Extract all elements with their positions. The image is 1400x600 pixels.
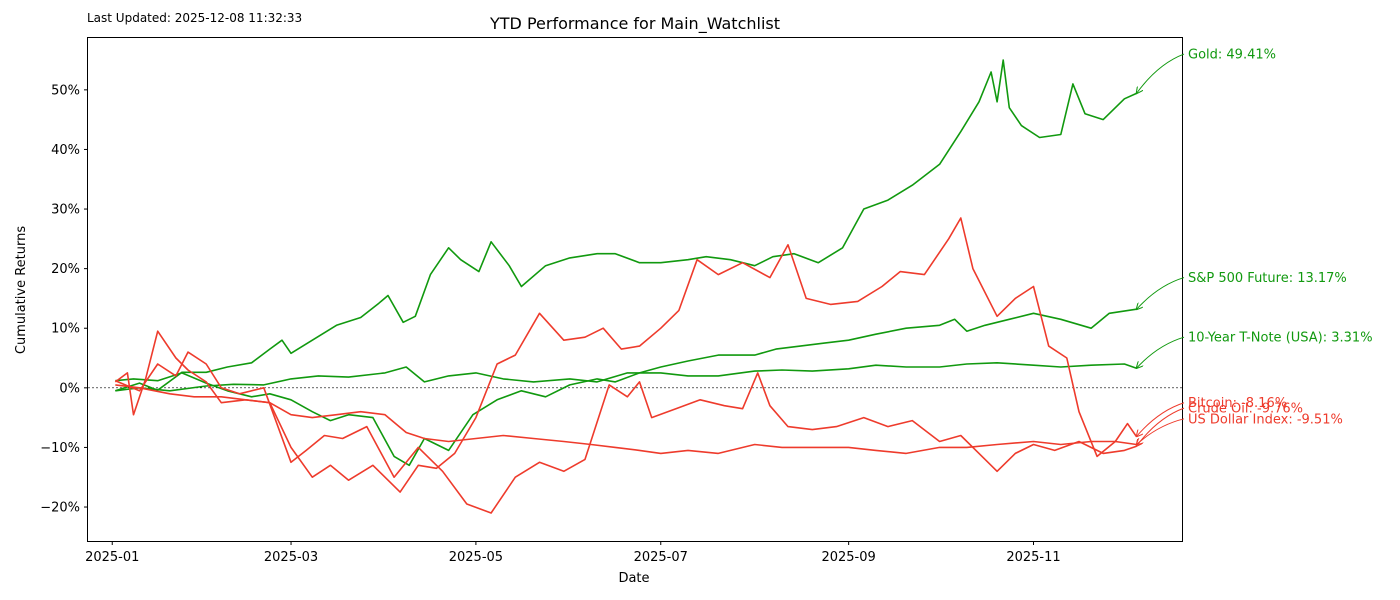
annotation-label-crude-oil: Crude Oil: -9.76%	[1188, 402, 1303, 417]
annotation-label-bitcoin: Bitcoin: -8.16%	[1188, 396, 1287, 411]
y-tick-label: −10%	[40, 441, 80, 456]
chart-title: YTD Performance for Main_Watchlist	[489, 14, 780, 34]
annotation-label-s-p-500-future: S&P 500 Future: 13.17%	[1188, 271, 1347, 286]
x-tick-label: 2025-05	[449, 550, 503, 565]
annotation-arrow-s-p-500-future	[1137, 277, 1185, 310]
series-line-s-p-500-future	[115, 308, 1137, 467]
series-line-gold	[115, 59, 1137, 392]
last-updated-text: Last Updated: 2025-12-08 11:32:33	[87, 11, 303, 25]
y-tick-label: 50%	[51, 83, 80, 98]
x-tick-label: 2025-01	[85, 550, 139, 565]
y-tick-label: 30%	[51, 203, 80, 218]
annotation-arrow-bitcoin	[1137, 402, 1185, 437]
annotation-label-10-year-t-note-usa: 10-Year T-Note (USA): 3.31%	[1188, 331, 1373, 346]
series-line-crude-oil	[114, 351, 1137, 514]
x-axis-label: Date	[618, 571, 649, 586]
annotation-label-us-dollar-index: US Dollar Index: -9.51%	[1188, 412, 1343, 427]
annotation-arrow-10-year-t-note-usa	[1137, 336, 1185, 368]
y-tick-label: 0%	[59, 381, 80, 396]
y-tick-label: 20%	[51, 262, 80, 277]
x-tick-label: 2025-11	[1006, 550, 1060, 565]
y-tick-label: −20%	[40, 501, 80, 516]
x-tick-label: 2025-07	[634, 550, 688, 565]
annotation-arrow-crude-oil	[1137, 407, 1185, 446]
annotation-label-gold: Gold: 49.41%	[1188, 48, 1276, 63]
annotation-arrow-gold	[1137, 53, 1185, 93]
series-line-us-dollar-index	[115, 384, 1137, 455]
x-tick-label: 2025-03	[264, 550, 318, 565]
y-axis-label: Cumulative Returns	[14, 226, 29, 354]
y-tick-label: 10%	[51, 322, 80, 337]
y-tick-label: 40%	[51, 143, 80, 158]
series-line-bitcoin	[114, 217, 1138, 493]
x-tick-label: 2025-09	[821, 550, 875, 565]
annotation-arrow-us-dollar-index	[1137, 418, 1185, 445]
plot-area-frame	[87, 37, 1183, 542]
series-line-10-year-t-note-usa	[115, 362, 1137, 392]
